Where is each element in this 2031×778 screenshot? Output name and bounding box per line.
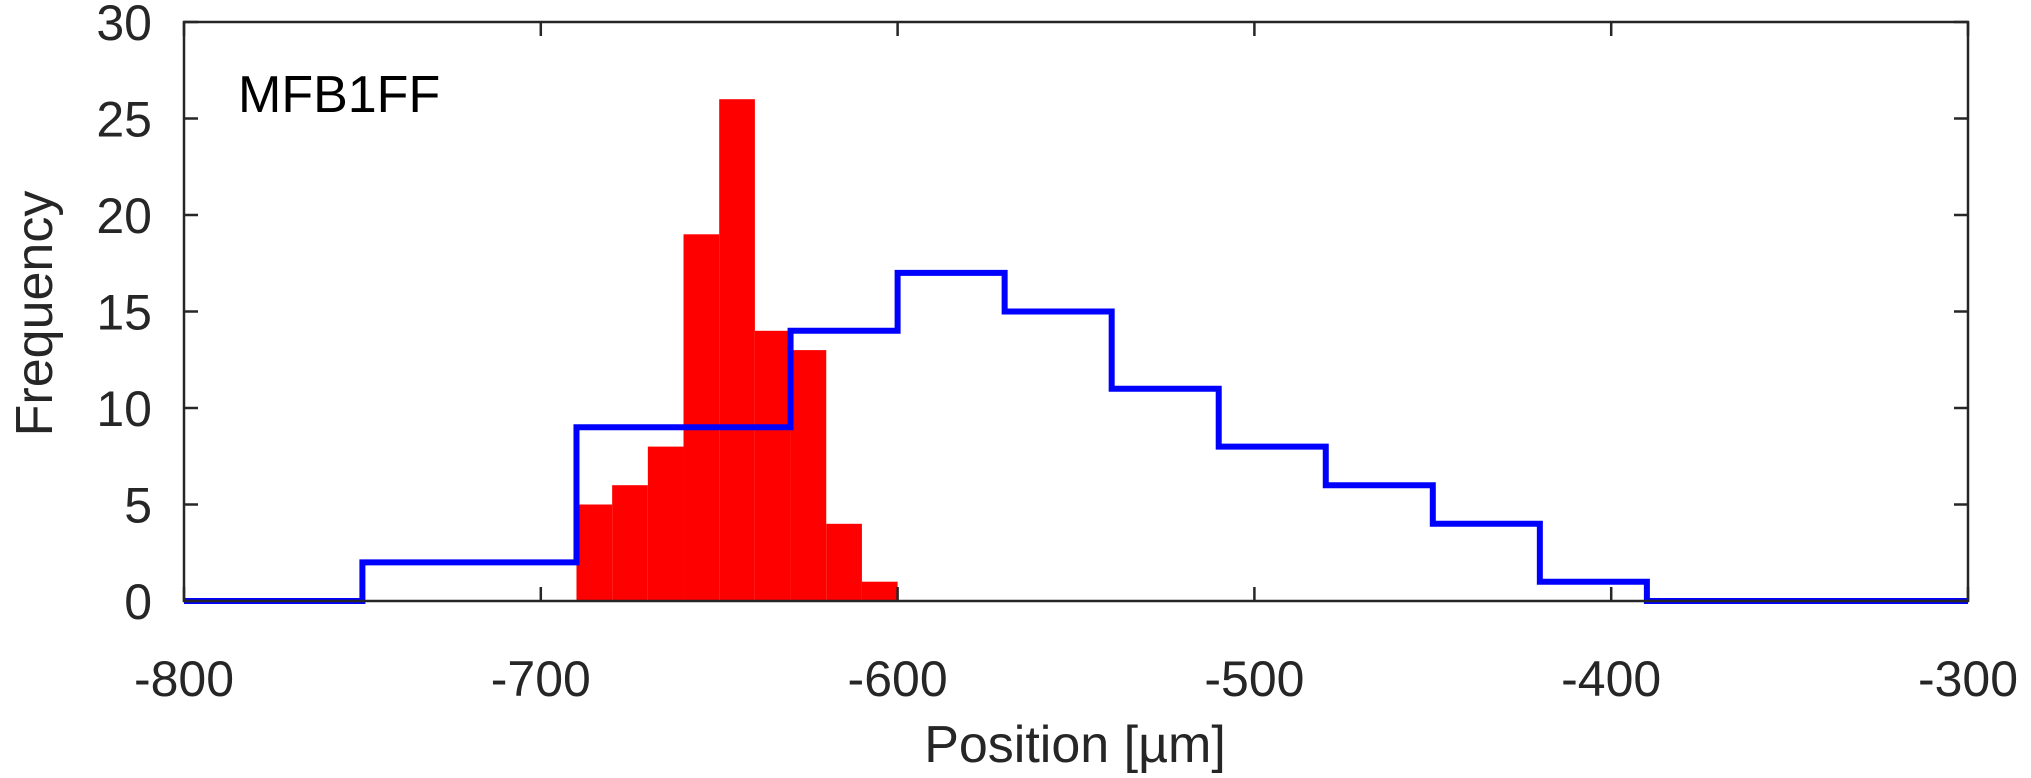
y-tick-label-1: 5	[124, 478, 152, 534]
x-axis-title: Position [µm]	[924, 716, 1226, 774]
x-tick-label-3: -500	[1204, 651, 1304, 707]
x-tick-label-2: -600	[848, 651, 948, 707]
y-tick-label-4: 20	[96, 188, 152, 244]
red-bar-5	[754, 330, 791, 601]
y-tick-labels: 0 5 10 15 20 25 30	[96, 0, 152, 630]
blue-step-histogram	[184, 269, 1968, 604]
y-axis-title: Frequency	[6, 191, 64, 437]
blue-step-line	[184, 269, 1968, 604]
axis-ticks	[182, 20, 1970, 603]
y-tick-label-5: 25	[96, 92, 152, 148]
red-bar-8	[861, 581, 898, 601]
red-bar-2	[647, 446, 684, 601]
x-tick-label-4: -400	[1561, 651, 1661, 707]
y-tick-label-0: 0	[124, 574, 152, 630]
red-bar-4	[719, 99, 755, 601]
chart-annotation-label: MFB1FF	[238, 66, 440, 124]
y-tick-label-6: 30	[96, 0, 152, 51]
red-histogram-bars	[576, 99, 898, 602]
red-bar-3	[683, 234, 720, 602]
red-bar-7	[826, 523, 862, 601]
red-bar-1	[612, 485, 648, 601]
y-tick-label-2: 10	[96, 381, 152, 437]
y-tick-label-3: 15	[96, 285, 152, 341]
x-tick-label-0: -800	[134, 651, 234, 707]
red-bar-6	[790, 350, 827, 601]
x-tick-label-1: -700	[491, 651, 591, 707]
red-bar-0	[576, 504, 613, 601]
x-tick-labels: -800 -700 -600 -500 -400 -300	[134, 651, 2018, 707]
x-tick-label-5: -300	[1918, 651, 2018, 707]
